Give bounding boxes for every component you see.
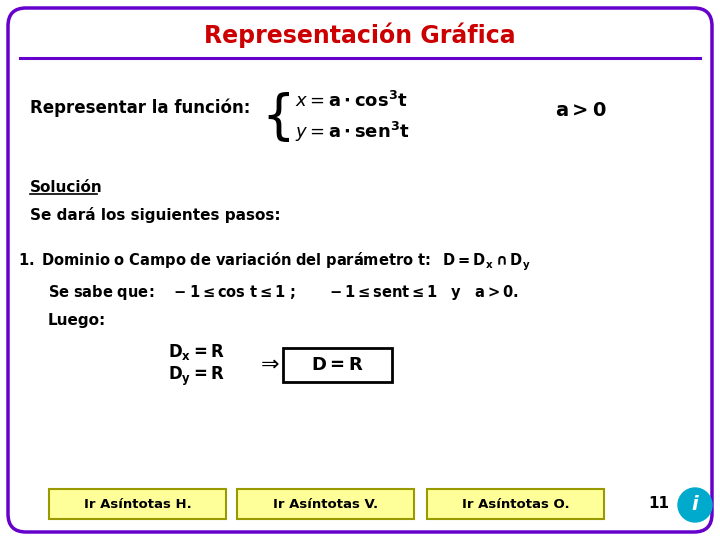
Text: $\mathbf{D_y = R}$: $\mathbf{D_y = R}$ [168, 364, 225, 388]
Text: Se dará los siguientes pasos:: Se dará los siguientes pasos: [30, 207, 281, 223]
FancyBboxPatch shape [49, 489, 226, 519]
FancyBboxPatch shape [8, 8, 712, 532]
Text: Representar la función:: Representar la función: [30, 99, 251, 117]
Text: Luego:: Luego: [48, 313, 107, 327]
Text: $x = \mathbf{a \cdot cos^3t}$: $x = \mathbf{a \cdot cos^3t}$ [295, 91, 408, 111]
Text: 11: 11 [648, 496, 669, 511]
Text: $\mathbf{Se \ sabe \ que\!: \quad -1 \leq cos \ t \leq 1 \ ; \qquad -1 \leq sent: $\mathbf{Se \ sabe \ que\!: \quad -1 \le… [48, 284, 519, 302]
Text: $\mathbf{1. \ Dominio \ o \ Campo \ de \ variaci\acute{o}n \ del \ par\acute{a}m: $\mathbf{1. \ Dominio \ o \ Campo \ de \… [18, 251, 531, 273]
Text: Solución: Solución [30, 180, 103, 195]
Text: Ir Asíntotas O.: Ir Asíntotas O. [462, 497, 570, 510]
Text: $\mathbf{a > 0}$: $\mathbf{a > 0}$ [555, 100, 606, 119]
FancyBboxPatch shape [427, 489, 604, 519]
Text: $\Rightarrow$: $\Rightarrow$ [256, 354, 280, 374]
Text: $\mathbf{D = R}$: $\mathbf{D = R}$ [311, 356, 363, 374]
FancyBboxPatch shape [237, 489, 414, 519]
FancyBboxPatch shape [283, 348, 392, 382]
Text: Ir Asíntotas H.: Ir Asíntotas H. [84, 497, 192, 510]
Text: {: { [261, 92, 294, 144]
Circle shape [678, 488, 712, 522]
Text: i: i [692, 496, 698, 515]
Text: Representación Gráfica: Representación Gráfica [204, 22, 516, 48]
Text: $\mathbf{D_x = R}$: $\mathbf{D_x = R}$ [168, 342, 225, 362]
Text: $y = \mathbf{a \cdot sen^3t}$: $y = \mathbf{a \cdot sen^3t}$ [295, 120, 410, 144]
Text: Ir Asíntotas V.: Ir Asíntotas V. [273, 497, 378, 510]
